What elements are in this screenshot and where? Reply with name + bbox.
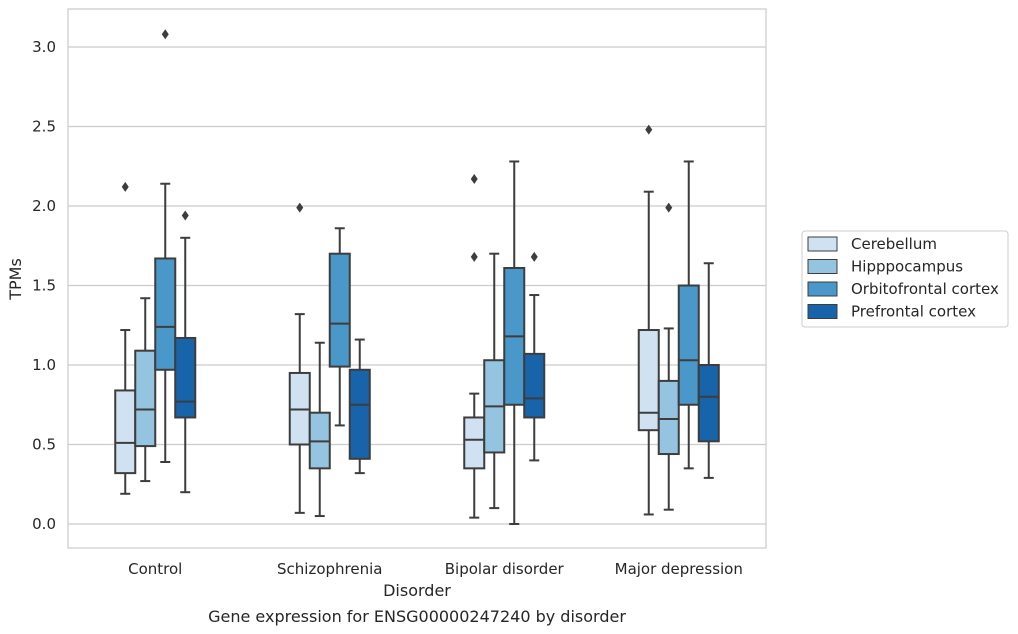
box-1-0 — [288, 202, 311, 514]
box-0-3 — [174, 210, 197, 494]
box-2-3 — [523, 251, 546, 462]
outlier-marker — [181, 210, 189, 221]
x-tick-label: Bipolar disorder — [445, 560, 565, 578]
box-3-1 — [657, 202, 680, 511]
outlier-marker — [470, 173, 478, 184]
box-0-2 — [154, 29, 177, 463]
outlier-marker — [645, 124, 653, 135]
outlier-marker — [296, 202, 304, 213]
box-2-1 — [483, 252, 506, 510]
box-3-0 — [637, 124, 660, 516]
figure-caption: Gene expression for ENSG00000247240 by d… — [208, 607, 626, 626]
outlier-marker — [470, 251, 478, 262]
box-body — [348, 368, 371, 460]
box-body — [328, 252, 351, 368]
box-body — [677, 284, 700, 406]
legend-swatch — [807, 259, 838, 274]
outlier-marker — [121, 181, 129, 192]
x-tick-label: Schizophrenia — [277, 560, 382, 578]
y-tick-label: 1.0 — [32, 356, 56, 374]
y-tick-label: 2.0 — [32, 197, 56, 215]
box-body — [134, 349, 157, 448]
outlier-marker — [161, 29, 169, 40]
legend-swatch — [807, 236, 838, 252]
box-2-2 — [503, 160, 526, 525]
legend-label: Prefrontal cortex — [851, 303, 976, 321]
box-1-3 — [348, 338, 371, 475]
legend-label: Hipppocampus — [851, 258, 963, 276]
box-1-1 — [308, 341, 331, 518]
box-2-0 — [463, 173, 486, 519]
legend-frame — [801, 230, 1009, 328]
box-body — [114, 389, 137, 475]
legend-label: Cerebellum — [851, 235, 937, 253]
y-tick-labels: 0.0 0.5 1.0 1.5 2.0 2.5 3.0 — [32, 38, 56, 533]
box-0-0 — [114, 181, 137, 495]
box-body — [697, 364, 720, 443]
legend-swatch — [807, 281, 838, 297]
box-3-2 — [677, 160, 700, 470]
x-tick-label: Control — [128, 560, 182, 578]
box-body — [174, 336, 197, 419]
box-groups — [114, 29, 720, 525]
box-body — [637, 329, 660, 432]
y-tick-label: 2.5 — [32, 118, 56, 136]
box-body — [154, 257, 177, 371]
y-tick-label: 1.5 — [32, 277, 56, 295]
outlier-marker — [665, 202, 673, 213]
y-tick-label: 3.0 — [32, 38, 56, 56]
legend-swatch — [807, 304, 838, 319]
box-1-2 — [328, 227, 351, 427]
box-body — [657, 379, 680, 456]
box-body — [523, 352, 546, 419]
x-axis-label: Disorder — [383, 581, 451, 600]
x-tick-labels: Control Schizophrenia Bipolar disorder Majo… — [128, 560, 743, 578]
box-body — [463, 416, 486, 470]
y-axis-label: TPMs — [6, 258, 25, 301]
legend: Cerebellum Hipppocampus Orbitofrontal cort… — [801, 230, 1009, 328]
box-3-3 — [697, 262, 720, 479]
legend-label: Orbitofrontal cortex — [851, 280, 999, 298]
y-tick-label: 0.0 — [32, 515, 56, 533]
plot-frame — [67, 8, 767, 549]
box-0-1 — [134, 297, 157, 483]
y-tick-label: 0.5 — [32, 436, 56, 454]
x-tick-label: Major depression — [615, 560, 743, 578]
outlier-marker — [530, 251, 538, 262]
